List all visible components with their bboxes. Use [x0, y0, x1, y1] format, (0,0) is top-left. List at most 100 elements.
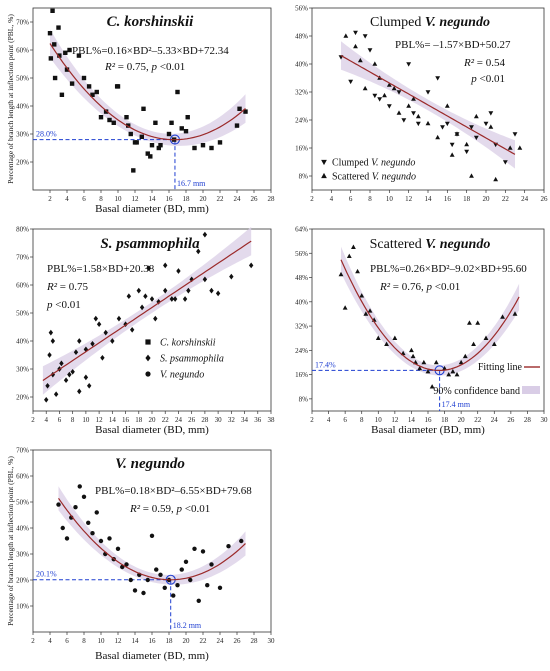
data-point — [156, 145, 161, 151]
data-point — [442, 365, 447, 371]
data-point — [512, 311, 518, 316]
x-tick-label: 10 — [375, 416, 383, 424]
data-point — [429, 384, 435, 389]
data-point — [375, 335, 381, 340]
data-point — [357, 57, 363, 63]
y-tick-label: 30% — [16, 131, 29, 139]
x-axis-label: Basal diameter (BD, mm) — [95, 650, 209, 662]
y-tick-label: 30% — [16, 366, 29, 374]
x-axis-label: Basal diameter (BD, mm) — [371, 424, 485, 436]
x-tick-label: 22 — [200, 637, 208, 645]
x-tick-label: 16 — [444, 195, 452, 203]
data-point — [131, 168, 136, 173]
x-tick-label: 4 — [327, 416, 331, 424]
data-point — [103, 109, 109, 114]
data-point — [229, 273, 234, 280]
data-point — [50, 8, 55, 13]
x-tick-label: 4 — [65, 195, 69, 203]
data-point — [115, 84, 121, 89]
legend-marker — [321, 159, 327, 166]
data-point — [343, 33, 349, 38]
data-point — [64, 536, 70, 541]
data-point — [507, 145, 513, 150]
data-point — [454, 131, 460, 136]
data-point — [234, 123, 240, 128]
x-tick-label: 6 — [349, 195, 353, 203]
data-point — [90, 531, 95, 536]
stats-text: R² = 0.75 — [46, 281, 88, 293]
data-point — [483, 121, 489, 127]
x-tick-label: 20 — [483, 195, 491, 203]
data-point — [353, 43, 358, 49]
data-point — [346, 253, 352, 259]
data-point — [128, 577, 133, 583]
x-tick-label: 12 — [115, 637, 123, 645]
legend-label: Fitting line — [478, 362, 523, 373]
data-point — [217, 140, 223, 145]
data-point — [205, 583, 210, 588]
data-point — [115, 546, 121, 551]
data-point — [196, 598, 201, 603]
data-point — [53, 391, 59, 398]
data-point — [464, 141, 470, 147]
legend-label: S. psammophila — [160, 354, 224, 365]
annotation-y-label: 28.0% — [36, 130, 57, 139]
panel-title: Clumped V. negundo — [370, 15, 490, 30]
data-point — [449, 142, 455, 148]
data-point — [149, 533, 155, 538]
stats-text: R² = 0.75, p <0.01 — [104, 61, 185, 73]
data-point — [171, 593, 176, 598]
legend-label: V. negundo — [160, 370, 204, 381]
data-point — [148, 154, 153, 159]
x-tick-label: 2 — [31, 416, 35, 424]
data-point — [425, 120, 431, 126]
data-point — [77, 388, 82, 395]
data-point — [163, 287, 168, 294]
panel-title: V. negundo — [115, 456, 185, 472]
x-tick-label: 8 — [99, 195, 103, 203]
data-point — [163, 262, 168, 269]
data-point — [500, 314, 505, 319]
panel-B: 2 4 6 8 10 12 14 16 18 20 22 24 268%16%24%32%40%48%5… — [295, 5, 548, 204]
x-tick-label: 2 — [48, 195, 52, 203]
fit-line — [340, 54, 516, 155]
data-point — [342, 305, 348, 310]
x-tick-label: 2 — [310, 195, 314, 203]
y-tick-label: 30% — [16, 551, 29, 559]
data-point — [239, 538, 244, 544]
data-point — [59, 360, 64, 367]
data-point — [139, 134, 144, 139]
data-point — [454, 371, 460, 377]
y-tick-label: 70% — [16, 254, 29, 262]
data-point — [185, 115, 190, 120]
data-point — [98, 115, 104, 120]
data-point — [183, 129, 189, 134]
y-tick-label: 20% — [16, 577, 29, 585]
data-point — [129, 326, 135, 333]
data-point — [44, 396, 49, 403]
x-tick-label: 36 — [254, 416, 262, 424]
data-point — [154, 567, 159, 572]
data-point — [188, 577, 193, 583]
data-point — [226, 544, 231, 549]
data-point — [217, 585, 223, 590]
y-tick-label: 40% — [295, 61, 308, 69]
y-tick-label: 24% — [295, 347, 308, 355]
data-point — [162, 585, 167, 590]
x-tick-label: 20 — [458, 416, 466, 424]
y-axis-label: Percentage of branch length at inflectio… — [6, 14, 15, 184]
fit-line — [49, 43, 246, 141]
x-tick-label: 20 — [149, 416, 157, 424]
data-point — [372, 93, 378, 99]
data-point — [175, 89, 180, 95]
data-point — [386, 104, 392, 109]
x-tick-label: 26 — [234, 637, 242, 645]
data-point — [172, 296, 178, 302]
data-point — [433, 359, 439, 365]
stats-text: R² = 0.76, p <0.01 — [379, 281, 460, 293]
data-point — [132, 588, 138, 593]
stats-text: p <0.01 — [46, 299, 81, 311]
annotation-y-label: 17.4% — [315, 360, 336, 369]
data-point — [406, 62, 412, 67]
data-point — [134, 140, 139, 145]
